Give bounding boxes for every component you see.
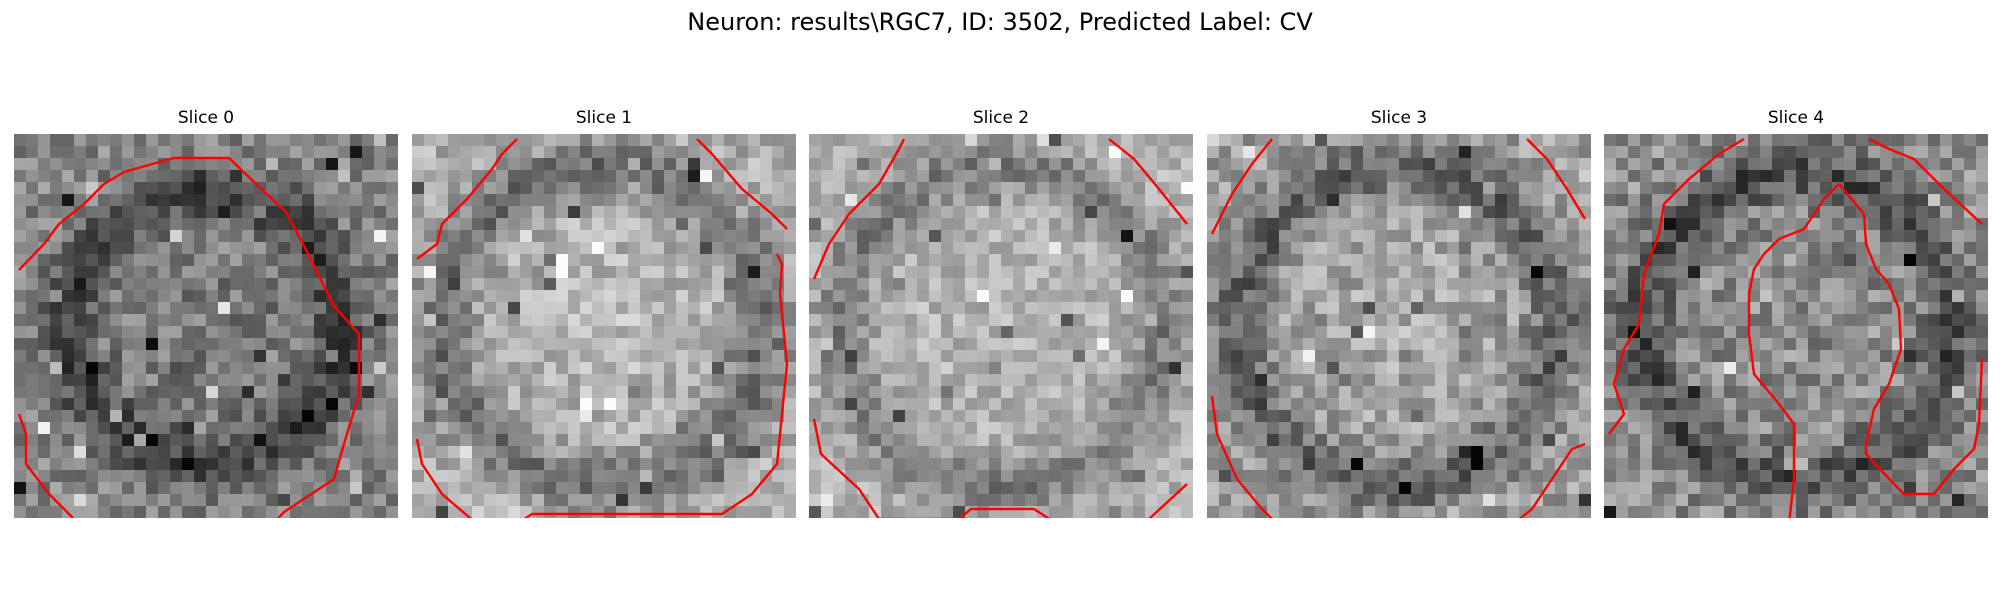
contour-line — [1210, 138, 1273, 235]
slice-pixels — [14, 134, 398, 518]
slice-title: Slice 3 — [1370, 108, 1428, 128]
slice-panel-0: Slice 0 — [14, 108, 398, 518]
contour-lines — [812, 138, 1188, 518]
contour-line — [18, 156, 361, 518]
slice-pixels — [809, 134, 1193, 518]
slice-image-0 — [14, 134, 398, 518]
slice-title: Slice 4 — [1767, 108, 1825, 128]
slice-title: Slice 2 — [972, 108, 1030, 128]
slice-pixels — [1207, 134, 1591, 518]
contour-lines — [17, 156, 361, 518]
slice-pixels — [1604, 134, 1988, 518]
contour-line — [416, 138, 518, 260]
slice-panel-2: Slice 2 — [809, 108, 1193, 518]
contour-line — [1210, 395, 1273, 518]
slice-title: Slice 0 — [177, 108, 235, 128]
contour-line — [415, 253, 789, 518]
contour-line — [1608, 137, 1745, 435]
slice-panel-4: Slice 4 — [1604, 108, 1988, 518]
slice-image-2 — [809, 134, 1193, 518]
contour-line — [696, 138, 788, 230]
contour-line — [812, 418, 1188, 518]
contour-lines — [415, 138, 789, 518]
contour-line — [1868, 137, 1983, 225]
slice-panel-3: Slice 3 — [1207, 108, 1591, 518]
contour-lines — [1210, 138, 1587, 518]
contour-line — [1838, 183, 1984, 496]
contour-line — [1518, 442, 1586, 518]
contour-lines — [1608, 137, 1984, 518]
slice-pixels — [412, 134, 796, 518]
contour-line — [1526, 138, 1587, 220]
slice-panel-1: Slice 1 — [412, 108, 796, 518]
slice-title: Slice 1 — [575, 108, 633, 128]
figure-title: Neuron: results\RGC7, ID: 3502, Predicte… — [687, 8, 1313, 36]
slice-image-1 — [412, 134, 796, 518]
slice-image-4 — [1604, 134, 1988, 518]
contour-line — [1747, 183, 1840, 518]
contour-line — [812, 138, 906, 280]
contour-line — [17, 413, 75, 518]
slice-image-3 — [1207, 134, 1591, 518]
contour-line — [1108, 138, 1188, 225]
